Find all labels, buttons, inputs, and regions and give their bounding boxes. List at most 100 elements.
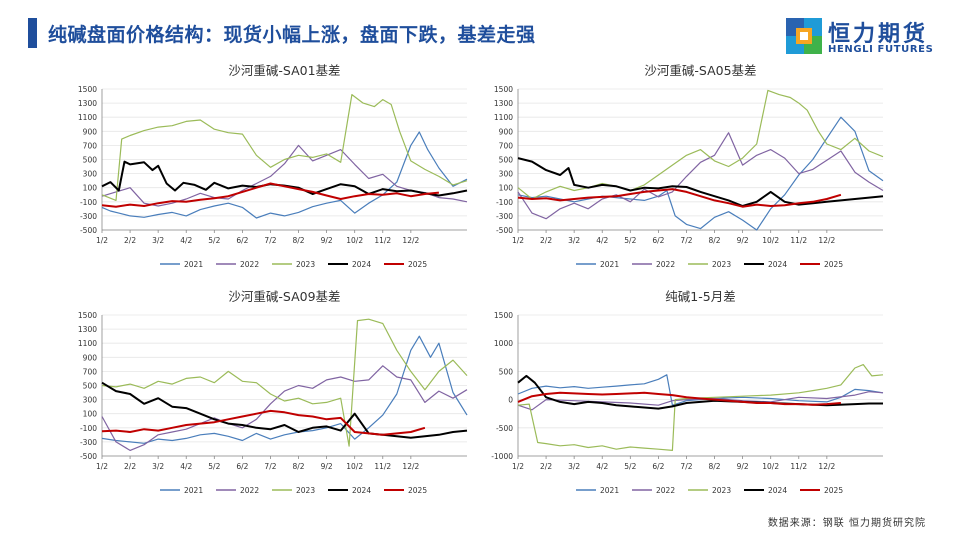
y-tick-label: -500: [496, 226, 513, 235]
y-tick-label: 500: [83, 156, 98, 165]
y-tick-label: 900: [83, 353, 98, 362]
x-tick-label: 5/2: [624, 236, 636, 245]
y-tick-label: -300: [496, 212, 513, 221]
legend-label-2024: 2024: [352, 260, 371, 269]
x-tick-label: 9/2: [321, 462, 333, 471]
y-tick-label: -100: [496, 198, 513, 207]
y-tick-label: 100: [83, 410, 98, 419]
y-tick-label: 1300: [494, 99, 513, 108]
series-line-2023: [517, 89, 884, 200]
legend-label-2023: 2023: [712, 260, 731, 269]
legend-label-2022: 2022: [656, 260, 675, 269]
y-tick-label: 700: [83, 367, 98, 376]
legend-label-2021: 2021: [600, 260, 619, 269]
y-tick-label: 100: [83, 184, 98, 193]
data-source-note: 数据来源：钢联 恒力期货研究院: [767, 518, 926, 529]
x-tick-label: 8/2: [292, 236, 304, 245]
company-logo: 恒力期货 HENGLI FUTURES: [786, 16, 936, 60]
y-tick-label: 1100: [78, 339, 97, 348]
series-line-2022: [101, 365, 468, 451]
series-line-2023: [517, 363, 884, 451]
legend-label-2021: 2021: [600, 486, 619, 495]
legend-label-2023: 2023: [296, 260, 315, 269]
x-tick-label: 1/2: [512, 462, 524, 471]
y-tick-label: 300: [83, 396, 98, 405]
x-tick-label: 3/2: [568, 462, 580, 471]
legend-label-2025: 2025: [824, 260, 843, 269]
chart-title: 沙河重碱-SA09基差: [228, 289, 340, 304]
legend-label-2024: 2024: [352, 486, 371, 495]
legend-label-2021: 2021: [184, 486, 203, 495]
chart-title: 沙河重碱-SA05基差: [644, 63, 756, 78]
x-tick-label: 11/2: [790, 462, 807, 471]
x-tick-label: 6/2: [652, 236, 664, 245]
x-tick-label: 4/2: [180, 462, 192, 471]
page-title: 纯碱盘面价格结构：现货小幅上涨，盘面下跌，基差走强: [48, 24, 536, 46]
series-line-2025: [517, 188, 842, 208]
legend-label-2021: 2021: [184, 260, 203, 269]
x-tick-label: 7/2: [680, 462, 692, 471]
y-tick-label: 1500: [78, 311, 97, 320]
x-tick-label: 1/2: [512, 236, 524, 245]
x-tick-label: 5/2: [208, 462, 220, 471]
y-tick-label: 700: [83, 141, 98, 150]
y-tick-label: -500: [80, 452, 97, 461]
legend-label-2023: 2023: [712, 486, 731, 495]
y-tick-label: 1100: [494, 113, 513, 122]
x-tick-label: 6/2: [236, 236, 248, 245]
x-tick-label: 4/2: [596, 462, 608, 471]
x-tick-label: 4/2: [596, 236, 608, 245]
y-tick-label: 300: [83, 170, 98, 179]
legend-label-2022: 2022: [240, 260, 259, 269]
x-tick-label: 3/2: [152, 462, 164, 471]
x-tick-label: 6/2: [236, 462, 248, 471]
series-line-2022: [517, 132, 884, 220]
y-tick-label: 1300: [78, 99, 97, 108]
x-tick-label: 11/2: [374, 462, 391, 471]
x-tick-label: 8/2: [708, 236, 720, 245]
chart-title: 沙河重碱-SA01基差: [228, 63, 340, 78]
x-tick-label: 1/2: [96, 236, 108, 245]
y-tick-label: 700: [499, 141, 514, 150]
series-line-2024: [101, 381, 468, 439]
x-tick-label: 10/2: [762, 236, 779, 245]
series-line-2022: [517, 391, 884, 411]
x-tick-label: 2/2: [540, 462, 552, 471]
series-line-2024: [517, 157, 884, 207]
y-tick-label: 1500: [78, 85, 97, 94]
series-line-2025: [101, 409, 426, 436]
x-tick-label: 2/2: [124, 462, 136, 471]
chart-svg-spread-1-5: 纯碱1-5月差 -1000 -500 0 500 1000 1500 1/2 2/2 3/2 4/2…: [491, 289, 884, 495]
y-tick-label: 1100: [78, 113, 97, 122]
y-tick-label: -100: [80, 424, 97, 433]
x-tick-label: 9/2: [321, 236, 333, 245]
x-tick-label: 9/2: [737, 462, 749, 471]
series-line-2021: [101, 131, 468, 219]
x-tick-label: 11/2: [374, 236, 391, 245]
series-line-2023: [101, 318, 468, 447]
x-tick-label: 12/2: [818, 462, 835, 471]
x-tick-label: 12/2: [402, 462, 419, 471]
chart-panel-spread-1-5: 纯碱1-5月差 -1000 -500 0 500 1000 1500 1/2 2/2 3/2 4/2…: [468, 286, 884, 508]
x-tick-label: 7/2: [680, 236, 692, 245]
series-line-2024: [101, 160, 468, 197]
y-tick-label: -1000: [491, 452, 513, 461]
x-tick-label: 5/2: [624, 462, 636, 471]
legend-label-2025: 2025: [824, 486, 843, 495]
legend-label-2022: 2022: [240, 486, 259, 495]
chart-title: 纯碱1-5月差: [665, 289, 735, 304]
chart-panel-sa05: 沙河重碱-SA05基差 -500 -300 -100 100 300 500 700 900 11…: [468, 60, 884, 282]
y-tick-label: 1000: [494, 339, 513, 348]
legend-label-2023: 2023: [296, 486, 315, 495]
x-tick-label: 5/2: [208, 236, 220, 245]
y-tick-label: 500: [499, 156, 514, 165]
x-tick-label: 6/2: [652, 462, 664, 471]
y-tick-label: 1500: [494, 85, 513, 94]
x-tick-label: 12/2: [402, 236, 419, 245]
x-tick-label: 7/2: [264, 462, 276, 471]
legend-label-2024: 2024: [768, 260, 787, 269]
y-tick-label: -300: [80, 438, 97, 447]
x-tick-label: 2/2: [540, 236, 552, 245]
chart-svg-sa09: 沙河重碱-SA09基差 -500 -300 -100 100 300 500 700 900 11…: [78, 289, 468, 495]
series-line-2021: [517, 374, 884, 406]
